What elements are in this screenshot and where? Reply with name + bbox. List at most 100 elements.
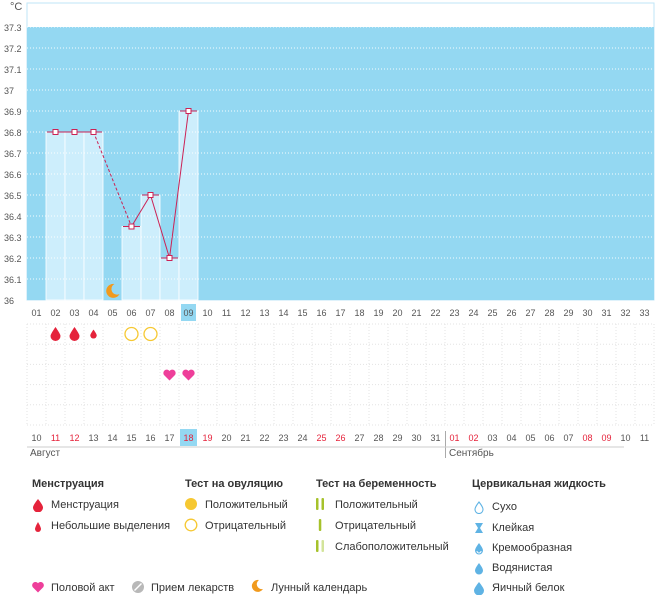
cycle-day-label: 09 bbox=[183, 308, 193, 318]
sky-band bbox=[27, 27, 654, 300]
cycle-day-label: 17 bbox=[335, 308, 345, 318]
cycle-day-label: 29 bbox=[563, 308, 573, 318]
moon-icon bbox=[251, 579, 263, 592]
cycle-day-label: 16 bbox=[316, 308, 326, 318]
date-label: 12 bbox=[69, 433, 79, 443]
pill-icon bbox=[132, 581, 144, 593]
cycle-day-label: 07 bbox=[145, 308, 155, 318]
date-label: 11 bbox=[640, 433, 649, 443]
cycle-day-label: 13 bbox=[259, 308, 269, 318]
temp-line-segment bbox=[131, 194, 151, 227]
temp-point bbox=[52, 129, 59, 135]
pregnancy-weak-icon bbox=[316, 540, 324, 552]
cycle-day-label: 02 bbox=[50, 308, 60, 318]
y-tick-label: 36.5 bbox=[4, 191, 22, 201]
heart-icon bbox=[32, 582, 44, 593]
date-label: 26 bbox=[335, 433, 345, 443]
cycle-day-label: 10 bbox=[202, 308, 212, 318]
egg-white-drop-icon bbox=[474, 582, 484, 595]
month-label: Сентябрь bbox=[449, 447, 494, 459]
watery-drop-icon bbox=[475, 563, 483, 575]
cycle-day-label: 22 bbox=[430, 308, 440, 318]
temp-line-segment bbox=[150, 194, 170, 259]
temp-point bbox=[166, 255, 173, 261]
date-label: 16 bbox=[145, 433, 155, 443]
date-label: 02 bbox=[468, 433, 478, 443]
legend-pregnancy-negative-label: Отрицательный bbox=[335, 520, 416, 532]
cycle-day-label: 31 bbox=[601, 308, 611, 318]
legend-lunar-label: Лунный календарь bbox=[271, 582, 368, 594]
cycle-day-label: 32 bbox=[620, 308, 630, 318]
legend-ovulation-negative-label: Отрицательный bbox=[205, 520, 286, 532]
blood-drop-icon bbox=[33, 499, 43, 512]
legend-watery-label: Водянистая bbox=[492, 562, 553, 574]
y-tick-label: 36.8 bbox=[4, 128, 22, 138]
date-label: 10 bbox=[620, 433, 630, 443]
date-label: 25 bbox=[316, 433, 326, 443]
cycle-day-label: 24 bbox=[468, 308, 478, 318]
date-label: 08 bbox=[582, 433, 592, 443]
date-label: 05 bbox=[525, 433, 535, 443]
y-tick-label: 36.7 bbox=[4, 149, 22, 159]
current-day-highlight bbox=[181, 304, 196, 321]
ovulation-positive-icon bbox=[185, 498, 197, 510]
date-label: 31 bbox=[430, 433, 440, 443]
date-label: 15 bbox=[126, 433, 136, 443]
cycle-day-label: 25 bbox=[487, 308, 497, 318]
date-label: 01 bbox=[449, 433, 459, 443]
date-label: 09 bbox=[601, 433, 611, 443]
legend: Менструация Менструация Небольшие выделе… bbox=[0, 478, 663, 595]
legend-egg-white-label: Яичный белок bbox=[492, 582, 565, 594]
pregnancy-positive-icon bbox=[316, 498, 324, 510]
temp-line-segment bbox=[93, 131, 132, 227]
y-tick-label: 37.3 bbox=[4, 23, 22, 33]
small-blood-drop-icon bbox=[35, 522, 41, 532]
legend-intercourse-label: Половой акт bbox=[51, 582, 115, 594]
date-label: 04 bbox=[506, 433, 516, 443]
temp-bar bbox=[140, 194, 161, 301]
temp-point bbox=[128, 223, 135, 230]
legend-dry-label: Сухо bbox=[492, 501, 517, 513]
ovulation-negative-icon bbox=[124, 326, 139, 342]
temp-bar bbox=[121, 226, 142, 301]
y-tick-label: 36.2 bbox=[4, 254, 22, 264]
date-label: 07 bbox=[563, 433, 573, 443]
heart-icon bbox=[182, 369, 195, 381]
date-label: 18 bbox=[183, 433, 193, 443]
y-unit-label: °C bbox=[10, 1, 22, 13]
y-tick-label: 37 bbox=[4, 86, 14, 96]
temp-point bbox=[185, 108, 192, 114]
date-label: 17 bbox=[164, 433, 174, 443]
cycle-day-label: 18 bbox=[354, 308, 364, 318]
cycle-day-label: 05 bbox=[107, 308, 117, 318]
date-label: 27 bbox=[354, 433, 364, 443]
dry-drop-icon bbox=[474, 501, 484, 514]
date-label: 10 bbox=[31, 433, 41, 443]
ovulation-negative-icon bbox=[184, 518, 198, 532]
cycle-day-label: 27 bbox=[525, 308, 535, 318]
cycle-day-label: 28 bbox=[544, 308, 554, 318]
legend-ovulation-title: Тест на овуляцию bbox=[185, 478, 284, 490]
blood-drop-icon bbox=[50, 327, 61, 342]
date-label: 21 bbox=[240, 433, 250, 443]
date-label: 30 bbox=[411, 433, 421, 443]
cycle-day-label: 33 bbox=[639, 308, 649, 318]
bbt-chart: 37.3 37.2 37.1 37 36.9 36.8 36.7 36.6 36.5 36.4 36… bbox=[4, 1, 655, 459]
today-highlight bbox=[180, 429, 197, 446]
y-tick-label: 36.1 bbox=[4, 275, 22, 285]
date-label: 06 bbox=[544, 433, 554, 443]
cycle-day-label: 01 bbox=[31, 308, 41, 318]
y-tick-label: 37.2 bbox=[4, 44, 22, 54]
date-label: 28 bbox=[373, 433, 383, 443]
date-label: 20 bbox=[221, 433, 231, 443]
temp-point bbox=[90, 129, 97, 135]
cycle-day-label: 08 bbox=[164, 308, 174, 318]
y-tick-label: 36.4 bbox=[4, 212, 22, 222]
cycle-day-label: 26 bbox=[506, 308, 516, 318]
cycle-day-label: 30 bbox=[582, 308, 592, 318]
blood-drop-icon bbox=[69, 327, 80, 342]
legend-spotting-label: Небольшие выделения bbox=[51, 520, 171, 532]
temp-point bbox=[147, 192, 154, 198]
temp-bar bbox=[178, 110, 199, 301]
cycle-day-label: 06 bbox=[126, 308, 136, 318]
